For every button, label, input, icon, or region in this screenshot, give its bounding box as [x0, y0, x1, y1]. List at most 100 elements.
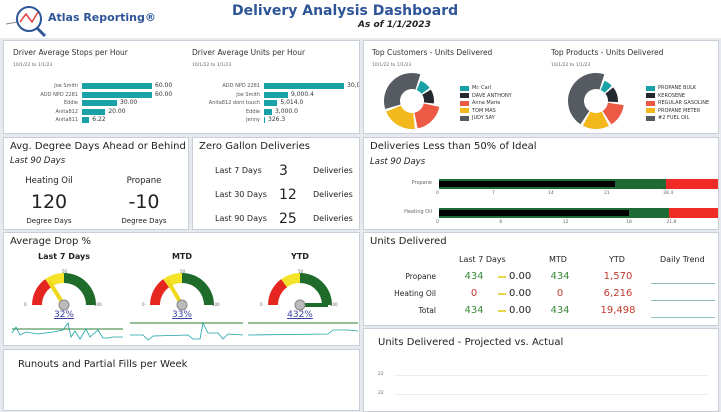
bullet-tick: 28.4: [663, 191, 674, 196]
zero-row-label: Last 7 Days: [215, 166, 262, 175]
no-change-dash-icon: [498, 293, 506, 295]
less50-title: Deliveries Less than 50% of Ideal: [370, 141, 537, 152]
average-drop-panel: Average Drop % Last 7 Days 0 50 100 32% MTD 0 5…: [3, 232, 360, 346]
bar-label: Anita811: [55, 117, 78, 123]
bar-value: 326.3: [268, 116, 286, 123]
zero-gallon-panel: Zero Gallon Deliveries Last 7 Days 3 Deliv…: [192, 137, 360, 230]
legend-item: PROPANE BULK: [646, 85, 696, 91]
bar-value: 30,001.2: [347, 82, 360, 89]
propane-label: Propane: [126, 176, 162, 186]
gauge-value-link[interactable]: 32%: [53, 310, 74, 320]
customers-title: Top Customers - Units Delivered: [372, 48, 493, 57]
zero-row-unit: Deliveries: [313, 166, 353, 175]
bullet-tick: 0: [436, 191, 439, 196]
bar-value: 6.22: [92, 116, 106, 123]
gauge-band: [32, 279, 52, 305]
projected-panel: Units Delivered - Projected vs. Actual 2…: [363, 328, 719, 412]
donut-slice: [422, 89, 434, 104]
gauge-label: Last 7 Days: [38, 252, 90, 261]
legend-item: #2 FUEL OIL: [646, 115, 689, 121]
bar-value: 60.00: [155, 82, 173, 89]
zero-row-value: 12: [279, 187, 297, 203]
legend-item: PROPANE METER: [646, 108, 700, 114]
legend-swatch: [460, 93, 469, 98]
bar-value: 20.00: [108, 107, 126, 115]
bar-value: 3,000.0: [274, 107, 298, 115]
page-title: Delivery Analysis Dashboard: [232, 3, 459, 19]
runouts-title: Runouts and Partial Fills per Week: [18, 359, 188, 370]
products-range: 10/1/22 to 1/1/23: [551, 63, 591, 68]
gauge-hub: [58, 299, 70, 311]
logo-text: Atlas Reporting®: [48, 11, 156, 24]
bullet-actual-bar: [439, 210, 630, 216]
bullet-label: Heating Oil: [404, 209, 432, 215]
bar-value: 30.00: [120, 99, 138, 106]
donut-slice: [568, 73, 605, 125]
bar-label: Anita812 dont touch: [208, 100, 260, 106]
heating-oil-unit: Degree Days: [26, 217, 72, 225]
heating-oil-label: Heating Oil: [25, 176, 73, 186]
bullet-tick: 12: [562, 220, 569, 225]
bullet-label: Propane: [411, 180, 432, 186]
donut-slice: [600, 80, 612, 93]
legend-label: KEROSENE: [658, 92, 686, 99]
legend-label: Mr. Carl: [472, 85, 492, 91]
bar: [264, 83, 344, 89]
col-daily-trend: Daily Trend: [660, 255, 705, 264]
daily-trend-sparkline: [651, 283, 715, 284]
bar: [264, 100, 278, 106]
legend-label: TOM MAS: [472, 107, 496, 114]
zero-row-value: 3: [279, 163, 288, 179]
bar-label: Joe Smith: [54, 83, 78, 89]
runouts-panel: Runouts and Partial Fills per Week: [3, 349, 360, 411]
as-of-date: As of 1/1/2023: [358, 20, 431, 30]
units-range: 10/1/22 to 1/1/23: [192, 63, 232, 68]
gauge-max: 100: [94, 302, 102, 307]
legend-item: REGULAR GASOLINE: [646, 100, 709, 106]
gauge-hub: [294, 299, 306, 311]
change-value: 0.00: [509, 271, 532, 282]
legend-swatch: [646, 115, 655, 121]
donut-slice: [384, 73, 421, 110]
gauge-min: 0: [260, 302, 263, 307]
ytd-value: 19,498: [600, 305, 636, 316]
bullet-tick: 6: [499, 220, 503, 225]
bar: [264, 117, 265, 123]
gauge-band: [300, 273, 332, 305]
gauge-value-link[interactable]: 432%: [287, 310, 313, 320]
degree-title: Avg. Degree Days Ahead or Behind: [10, 141, 186, 152]
bar: [82, 83, 152, 89]
zero-row-value: 25: [279, 211, 297, 227]
ytd-value: 1,570: [603, 271, 633, 282]
bullet-tick: 21: [604, 191, 610, 196]
degree-subtitle: Last 90 Days: [10, 156, 66, 166]
degree-days-panel: Avg. Degree Days Ahead or Behind Last 90…: [3, 137, 189, 230]
legend-item: JUDY SAY: [460, 115, 495, 121]
row-label: Heating Oil: [394, 289, 436, 298]
gauge-value-link[interactable]: 33%: [171, 310, 192, 320]
propane-unit: Degree Days: [121, 217, 167, 225]
col-last7: Last 7 Days: [459, 255, 506, 264]
donut-slice: [416, 80, 430, 94]
gauge-max: 100: [212, 302, 220, 307]
logo-magnifier-icon: [5, 6, 47, 38]
legend-label: Anna Marie: [472, 100, 501, 106]
delivered-title: Units Delivered: [370, 236, 447, 247]
bar-label: Joe Smith: [236, 91, 260, 98]
y-tick: 22: [378, 391, 384, 396]
legend-swatch: [646, 93, 655, 98]
gauge-band: [182, 273, 214, 305]
gauge-dial: [268, 273, 332, 311]
gauge-mid: 50: [62, 269, 68, 274]
legend-swatch: [646, 108, 655, 113]
mtd-value: 434: [550, 305, 570, 316]
gauge-band: [268, 279, 288, 305]
units-delivered-panel: Units Delivered Last 7 Days MTD YTD Dail…: [363, 232, 719, 326]
legend-item: KEROSENE: [646, 93, 685, 99]
bar: [264, 108, 272, 115]
drop-title: Average Drop %: [10, 236, 91, 247]
bar: [82, 91, 152, 98]
bar-label: Eddie: [246, 108, 260, 115]
change-value: 0.00: [509, 288, 532, 299]
bullet-tick: 14: [548, 191, 554, 196]
